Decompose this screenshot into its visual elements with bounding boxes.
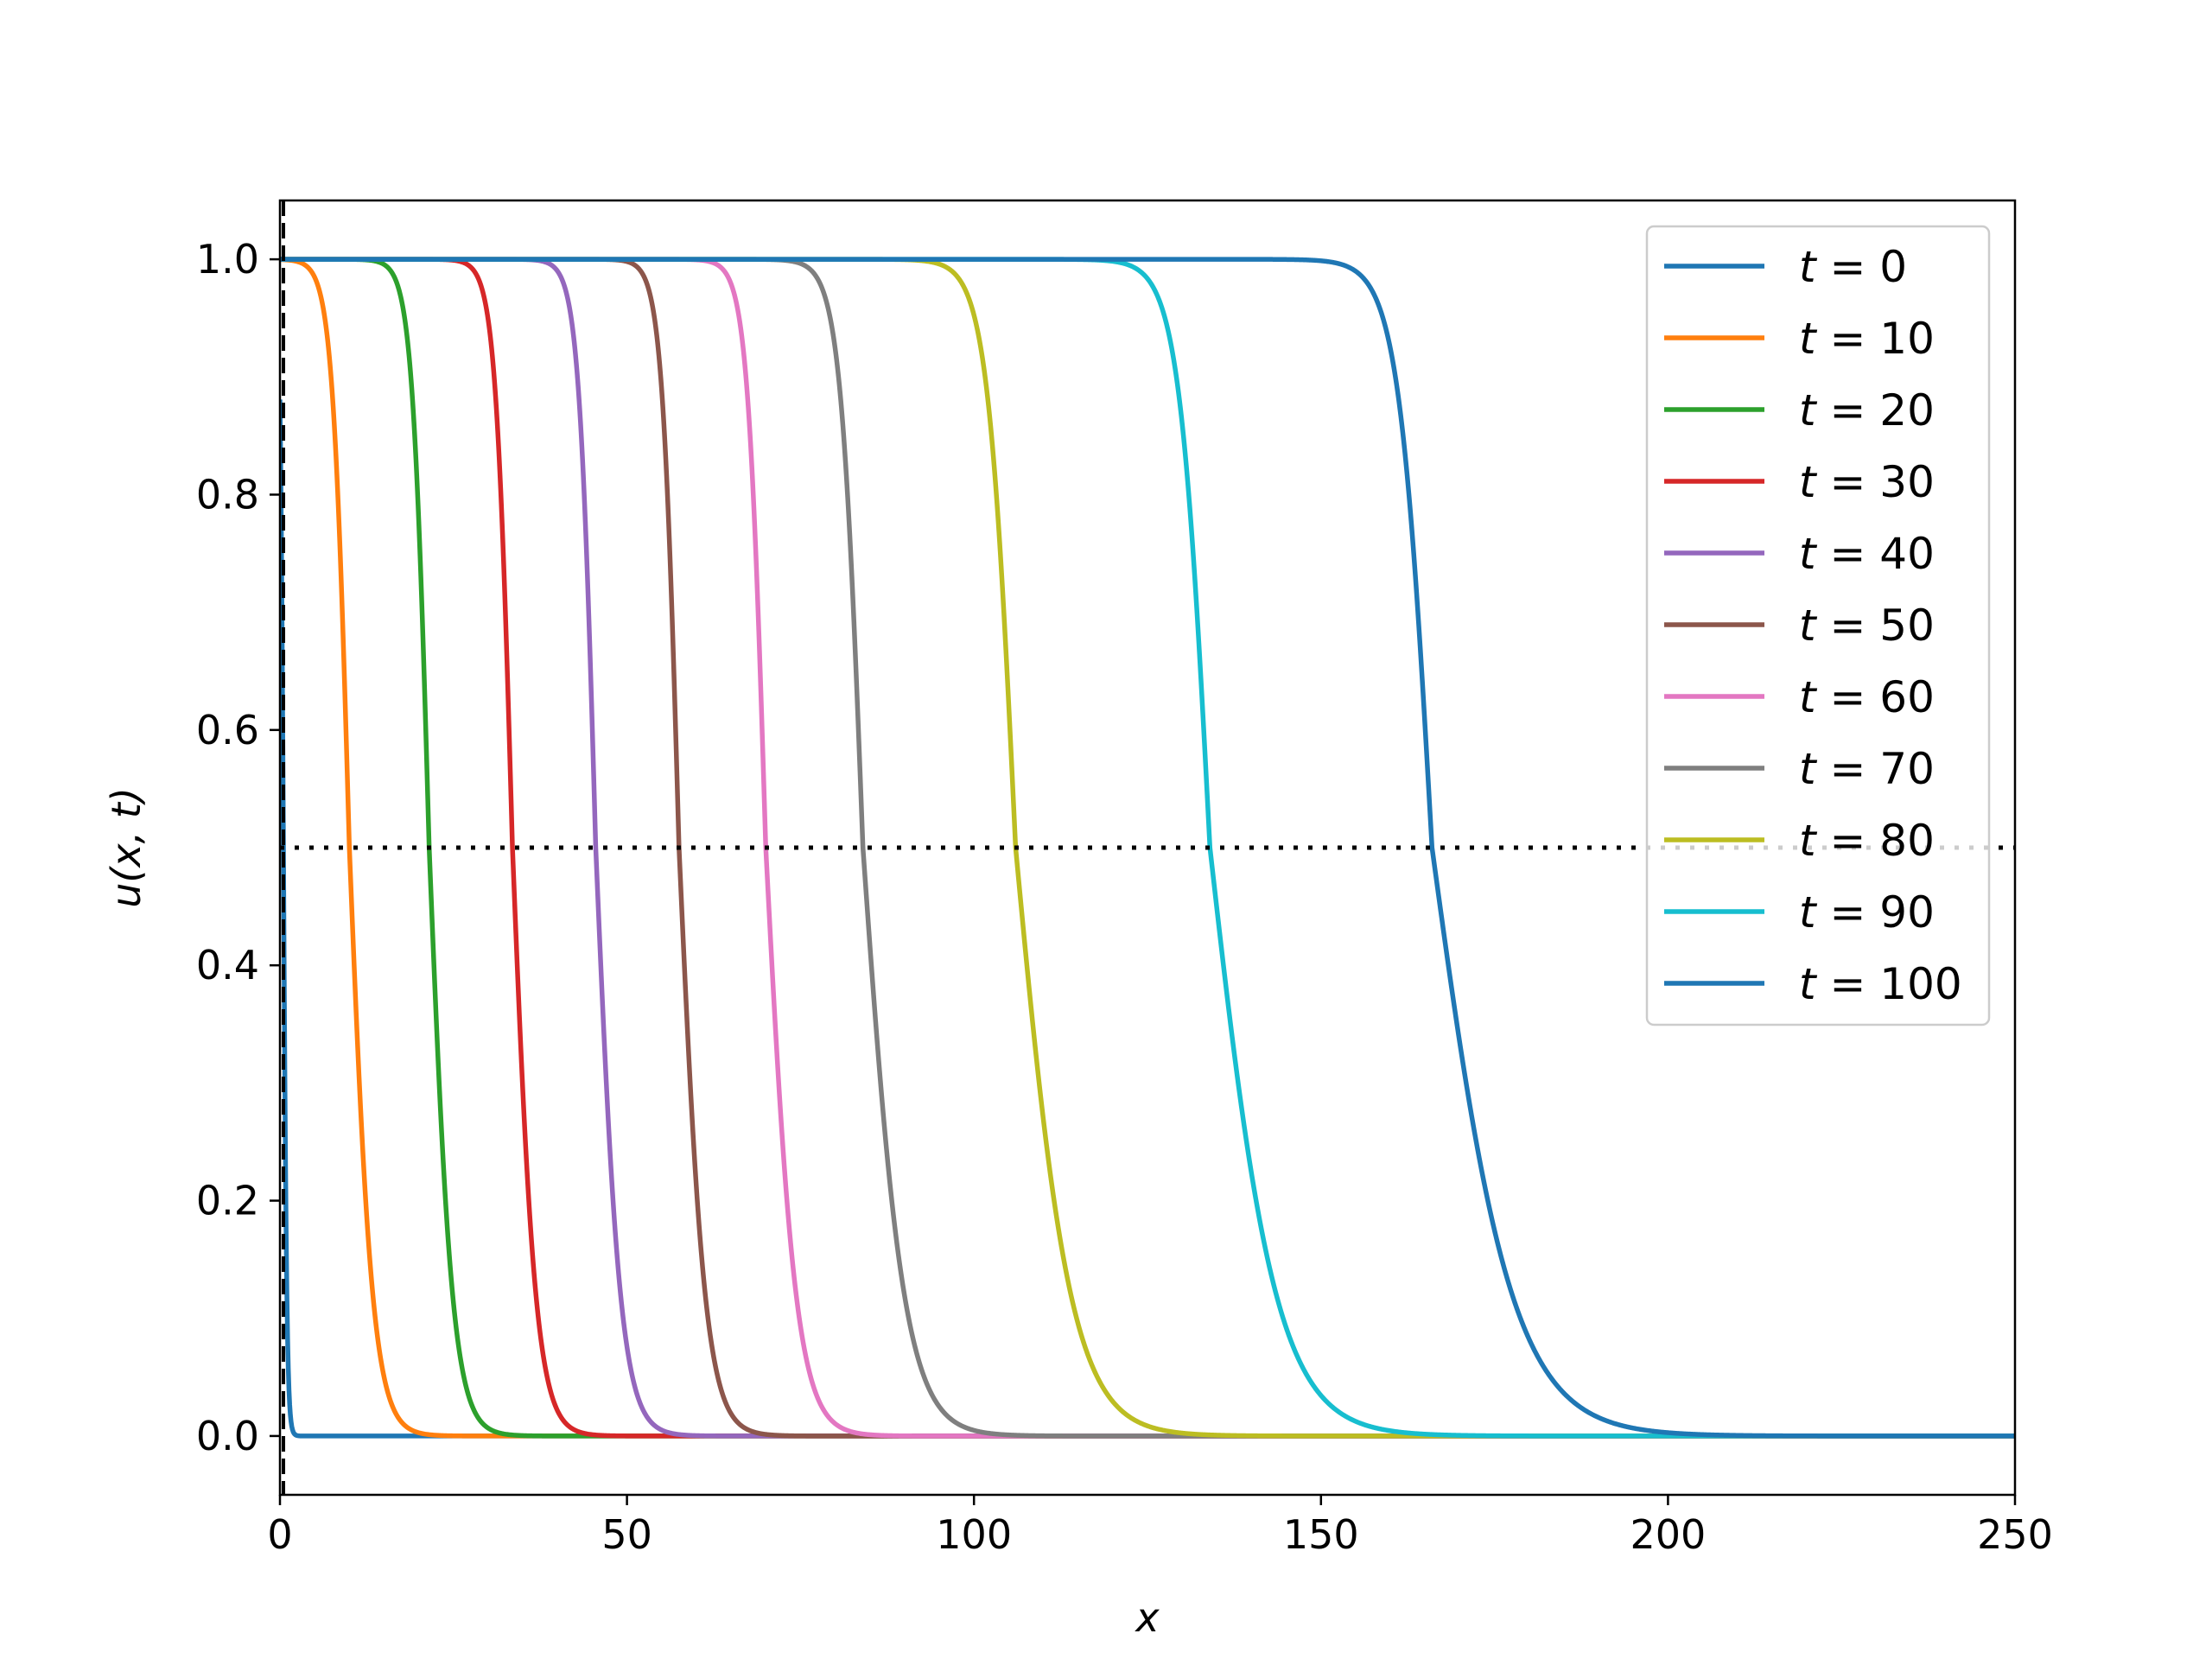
- y-tick-label: 0.4: [196, 942, 259, 988]
- x-tick-label: 250: [1977, 1511, 2053, 1558]
- x-tick-label: 100: [936, 1511, 1012, 1558]
- series-line-t-100: [280, 257, 2015, 1439]
- legend-label-t-20: t = 20: [1799, 385, 1935, 435]
- legend-label-t-30: t = 30: [1799, 457, 1935, 507]
- y-axis-label: u(x, t): [103, 787, 149, 908]
- x-tick-label: 150: [1283, 1511, 1359, 1558]
- y-axis-ticks: 0.0 0.2 0.4 0.6 0.8 1.0: [196, 236, 280, 1459]
- legend-label-t-10: t = 10: [1799, 314, 1935, 364]
- legend-label-t-50: t = 50: [1799, 601, 1935, 651]
- y-tick-label: 0.8: [196, 471, 259, 518]
- plot-frame: [278, 199, 2017, 1497]
- x-axis-label: x: [1134, 1594, 1160, 1641]
- legend-label-t-80: t = 80: [1799, 816, 1935, 866]
- x-tick-label: 50: [601, 1511, 652, 1558]
- x-tick-label: 200: [1630, 1511, 1706, 1558]
- series-layer: [280, 257, 2015, 1439]
- x-axis-ticks: 0 50 100 150 200 250: [267, 1495, 2053, 1558]
- legend-label-t-40: t = 40: [1799, 529, 1935, 579]
- legend-label-t-0: t = 0: [1799, 242, 1907, 292]
- legend-entries: t = 0 t = 10 t = 20 t = 30 t = 40 t = 50 t = 6…: [1664, 242, 1962, 1009]
- legend-frame: [1645, 225, 1991, 1027]
- y-tick-label: 1.0: [196, 236, 259, 283]
- legend-label-t-70: t = 70: [1799, 744, 1935, 794]
- reference-lines: [280, 200, 2015, 1495]
- legend-label-t-60: t = 60: [1799, 672, 1935, 722]
- legend-label-t-90: t = 90: [1799, 887, 1935, 938]
- y-tick-label: 0.6: [196, 707, 259, 753]
- x-tick-label: 0: [267, 1511, 292, 1558]
- legend-label-t-100: t = 100: [1799, 959, 1962, 1009]
- y-tick-label: 0.2: [196, 1178, 259, 1224]
- y-tick-label: 0.0: [196, 1413, 259, 1459]
- legend: t = 0 t = 10 t = 20 t = 30 t = 40 t = 50 t = 6…: [1645, 225, 1991, 1027]
